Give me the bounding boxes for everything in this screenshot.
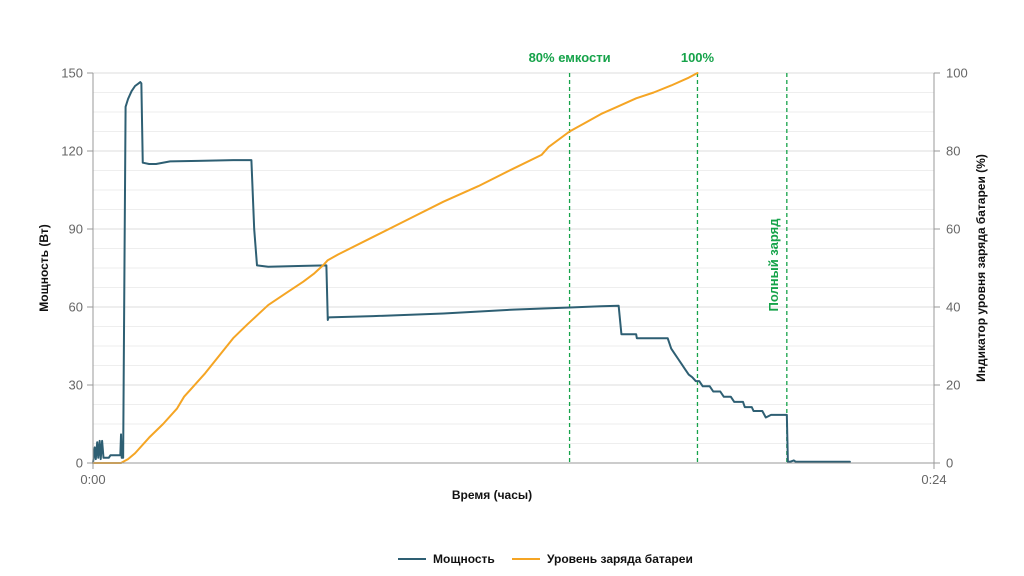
x-tick-label: 0:00	[80, 472, 105, 487]
annotation-layer: 80% емкости 100% Полный заряд	[529, 50, 788, 463]
y-axis-title: Мощность (Вт)	[37, 224, 51, 312]
y-tick-label: 0	[76, 456, 83, 471]
y-tick-label: 60	[69, 300, 83, 315]
annotation-label: 100%	[681, 50, 715, 65]
legend-label-power: Мощность	[433, 552, 495, 566]
battery-series-line	[92, 72, 699, 464]
y-tick-label: 30	[69, 378, 83, 393]
y2-tick-label: 100	[946, 66, 968, 81]
y2-tick-label: 20	[946, 378, 960, 393]
x-tick-label: 0:24	[921, 472, 946, 487]
y2-tick-label: 0	[946, 456, 953, 471]
legend-label-battery: Уровень заряда батареи	[547, 552, 693, 566]
legend-item-battery[interactable]: Уровень заряда батареи	[512, 552, 693, 566]
legend-item-power[interactable]: Мощность	[398, 552, 495, 566]
annotation-label: 80% емкости	[529, 50, 611, 65]
annotation-label: Полный заряд	[766, 218, 781, 312]
series-layer	[92, 72, 851, 464]
legend: Мощность Уровень заряда батареи	[398, 552, 693, 566]
y2-tick-label: 60	[946, 222, 960, 237]
y-tick-label: 120	[61, 144, 83, 159]
y2-tick-label: 80	[946, 144, 960, 159]
grid-layer	[93, 72, 934, 464]
y-tick-label: 90	[69, 222, 83, 237]
power-series-line	[92, 81, 851, 464]
axis-layer: 0 30 60 90 120 150 0 20 40 60 80 100 0:00 0:24	[61, 66, 967, 488]
y-tick-label: 150	[61, 66, 83, 81]
x-axis-title: Время (часы)	[452, 488, 532, 502]
y2-tick-label: 40	[946, 300, 960, 315]
y2-axis-title: Индикатор уровня заряда батареи (%)	[974, 154, 988, 382]
